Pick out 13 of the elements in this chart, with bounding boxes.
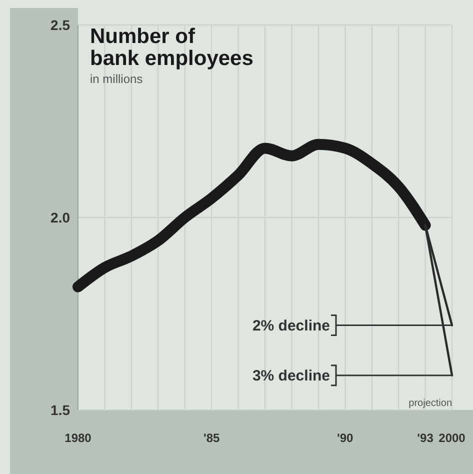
legend-label: 2% decline [252,318,330,335]
x-tick-label: '93 [417,431,434,445]
y-tick-label: 2.5 [50,16,70,33]
x-tick-label: '85 [203,431,220,445]
text: Number of bank employees [90,25,254,70]
y-tick-label: 1.5 [50,402,70,418]
x-tick-label: '90 [337,431,354,445]
y-tick-label: 2.0 [50,209,70,226]
text: in millions [90,72,143,86]
x-tick-label: 1980 [64,431,92,445]
legend-label: 3% decline [252,368,330,385]
annotation: projection [408,398,452,409]
x-tick-label: 2000 [438,431,466,445]
